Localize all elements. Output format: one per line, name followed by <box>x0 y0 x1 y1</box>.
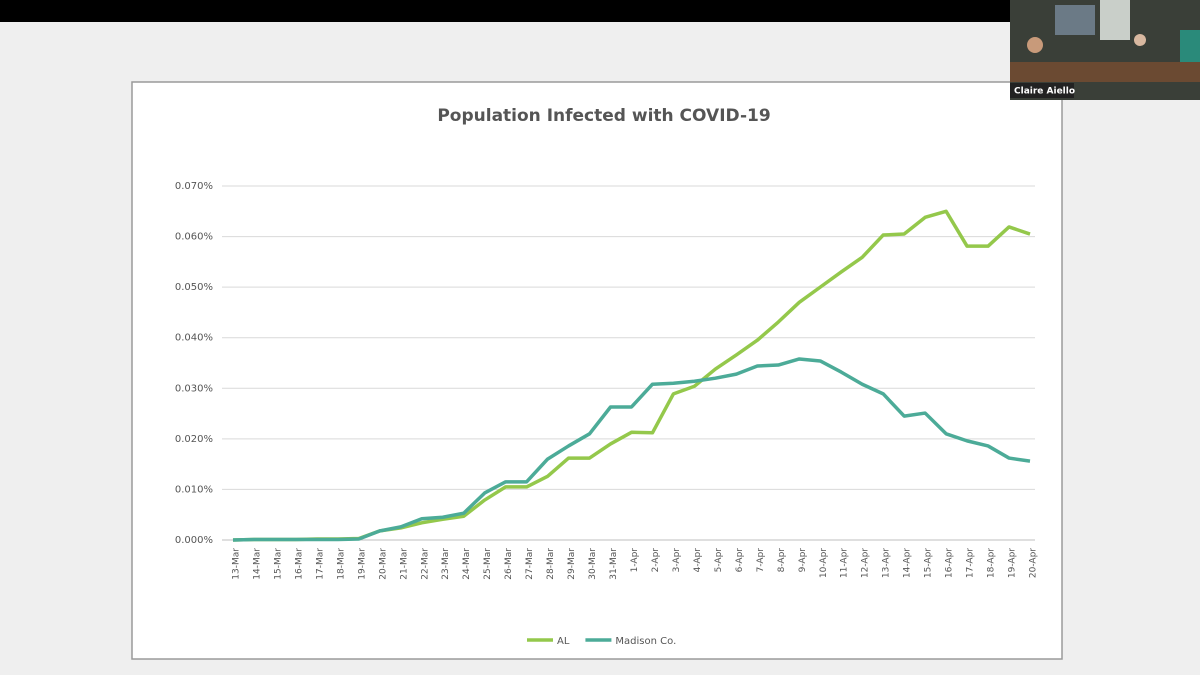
x-tick-label: 24-Mar <box>462 548 472 580</box>
y-tick-label: 0.030% <box>175 383 213 394</box>
x-tick-label: 20-Mar <box>378 548 388 580</box>
top-bar <box>0 0 1200 22</box>
series-line <box>232 357 1031 542</box>
x-tick-label: 11-Apr <box>840 548 850 578</box>
x-tick-label: 16-Mar <box>294 548 304 580</box>
x-tick-label: 25-Mar <box>483 548 493 580</box>
y-tick-label: 0.010% <box>175 484 213 495</box>
x-tick-label: 15-Apr <box>924 548 934 578</box>
x-tick-label: 4-Apr <box>693 548 703 573</box>
x-tick-label: 31-Mar <box>609 548 619 580</box>
name-tag <box>1010 83 1074 98</box>
x-tick-label: 1-Apr <box>630 548 640 573</box>
x-tick-label: 23-Mar <box>441 548 451 580</box>
y-tick-label: 0.000% <box>175 535 213 546</box>
table <box>1010 62 1200 82</box>
chart-frame <box>131 81 1063 660</box>
x-tick-label: 3-Apr <box>672 548 682 573</box>
person <box>1027 37 1043 53</box>
participant-name: Claire Aiello <box>1014 87 1075 97</box>
chart-title: Population Infected with COVID-19 <box>437 106 770 126</box>
x-tick-label: 19-Mar <box>357 548 367 580</box>
x-tick-label: 14-Apr <box>903 548 913 578</box>
y-tick-label: 0.060% <box>175 232 213 243</box>
x-tick-label: 13-Apr <box>882 548 892 578</box>
x-tick-label: 9-Apr <box>798 548 808 573</box>
x-tick-label: 6-Apr <box>735 548 745 573</box>
x-tick-label: 10-Apr <box>819 548 829 578</box>
x-tick-label: 19-Apr <box>1008 548 1018 578</box>
x-tick-label: 13-Mar <box>232 548 242 580</box>
x-tick-label: 8-Apr <box>777 548 787 573</box>
x-tick-label: 28-Mar <box>546 548 556 580</box>
person <box>1134 34 1146 46</box>
legend-label: AL <box>557 636 570 647</box>
x-tick-label: 17-Mar <box>315 548 325 580</box>
x-tick-label: 18-Mar <box>336 548 346 580</box>
x-tick-label: 29-Mar <box>567 548 577 580</box>
window <box>1100 0 1130 40</box>
x-tick-label: 2-Apr <box>651 548 661 573</box>
x-tick-label: 21-Mar <box>399 548 409 580</box>
x-tick-label: 14-Mar <box>252 548 262 580</box>
x-tick-label: 5-Apr <box>714 548 724 573</box>
window <box>1055 5 1095 35</box>
x-tick-label: 26-Mar <box>504 548 514 580</box>
video-thumbnail[interactable]: Claire Aiello <box>1010 0 1200 100</box>
y-tick-label: 0.050% <box>175 282 213 293</box>
x-tick-label: 15-Mar <box>273 548 283 580</box>
x-tick-label: 16-Apr <box>945 548 955 578</box>
x-tick-label: 17-Apr <box>966 548 976 578</box>
x-tick-label: 18-Apr <box>987 548 997 578</box>
x-tick-label: 7-Apr <box>756 548 766 573</box>
x-tick-label: 30-Mar <box>588 548 598 580</box>
x-tick-label: 12-Apr <box>861 548 871 578</box>
x-tick-label: 20-Apr <box>1029 548 1039 578</box>
x-tick-label: 22-Mar <box>420 548 430 580</box>
y-tick-label: 0.020% <box>175 434 213 445</box>
y-tick-label: 0.040% <box>175 333 213 344</box>
legend-label: Madison Co. <box>615 636 676 647</box>
y-tick-label: 0.070% <box>175 181 213 192</box>
x-tick-label: 27-Mar <box>525 548 535 580</box>
